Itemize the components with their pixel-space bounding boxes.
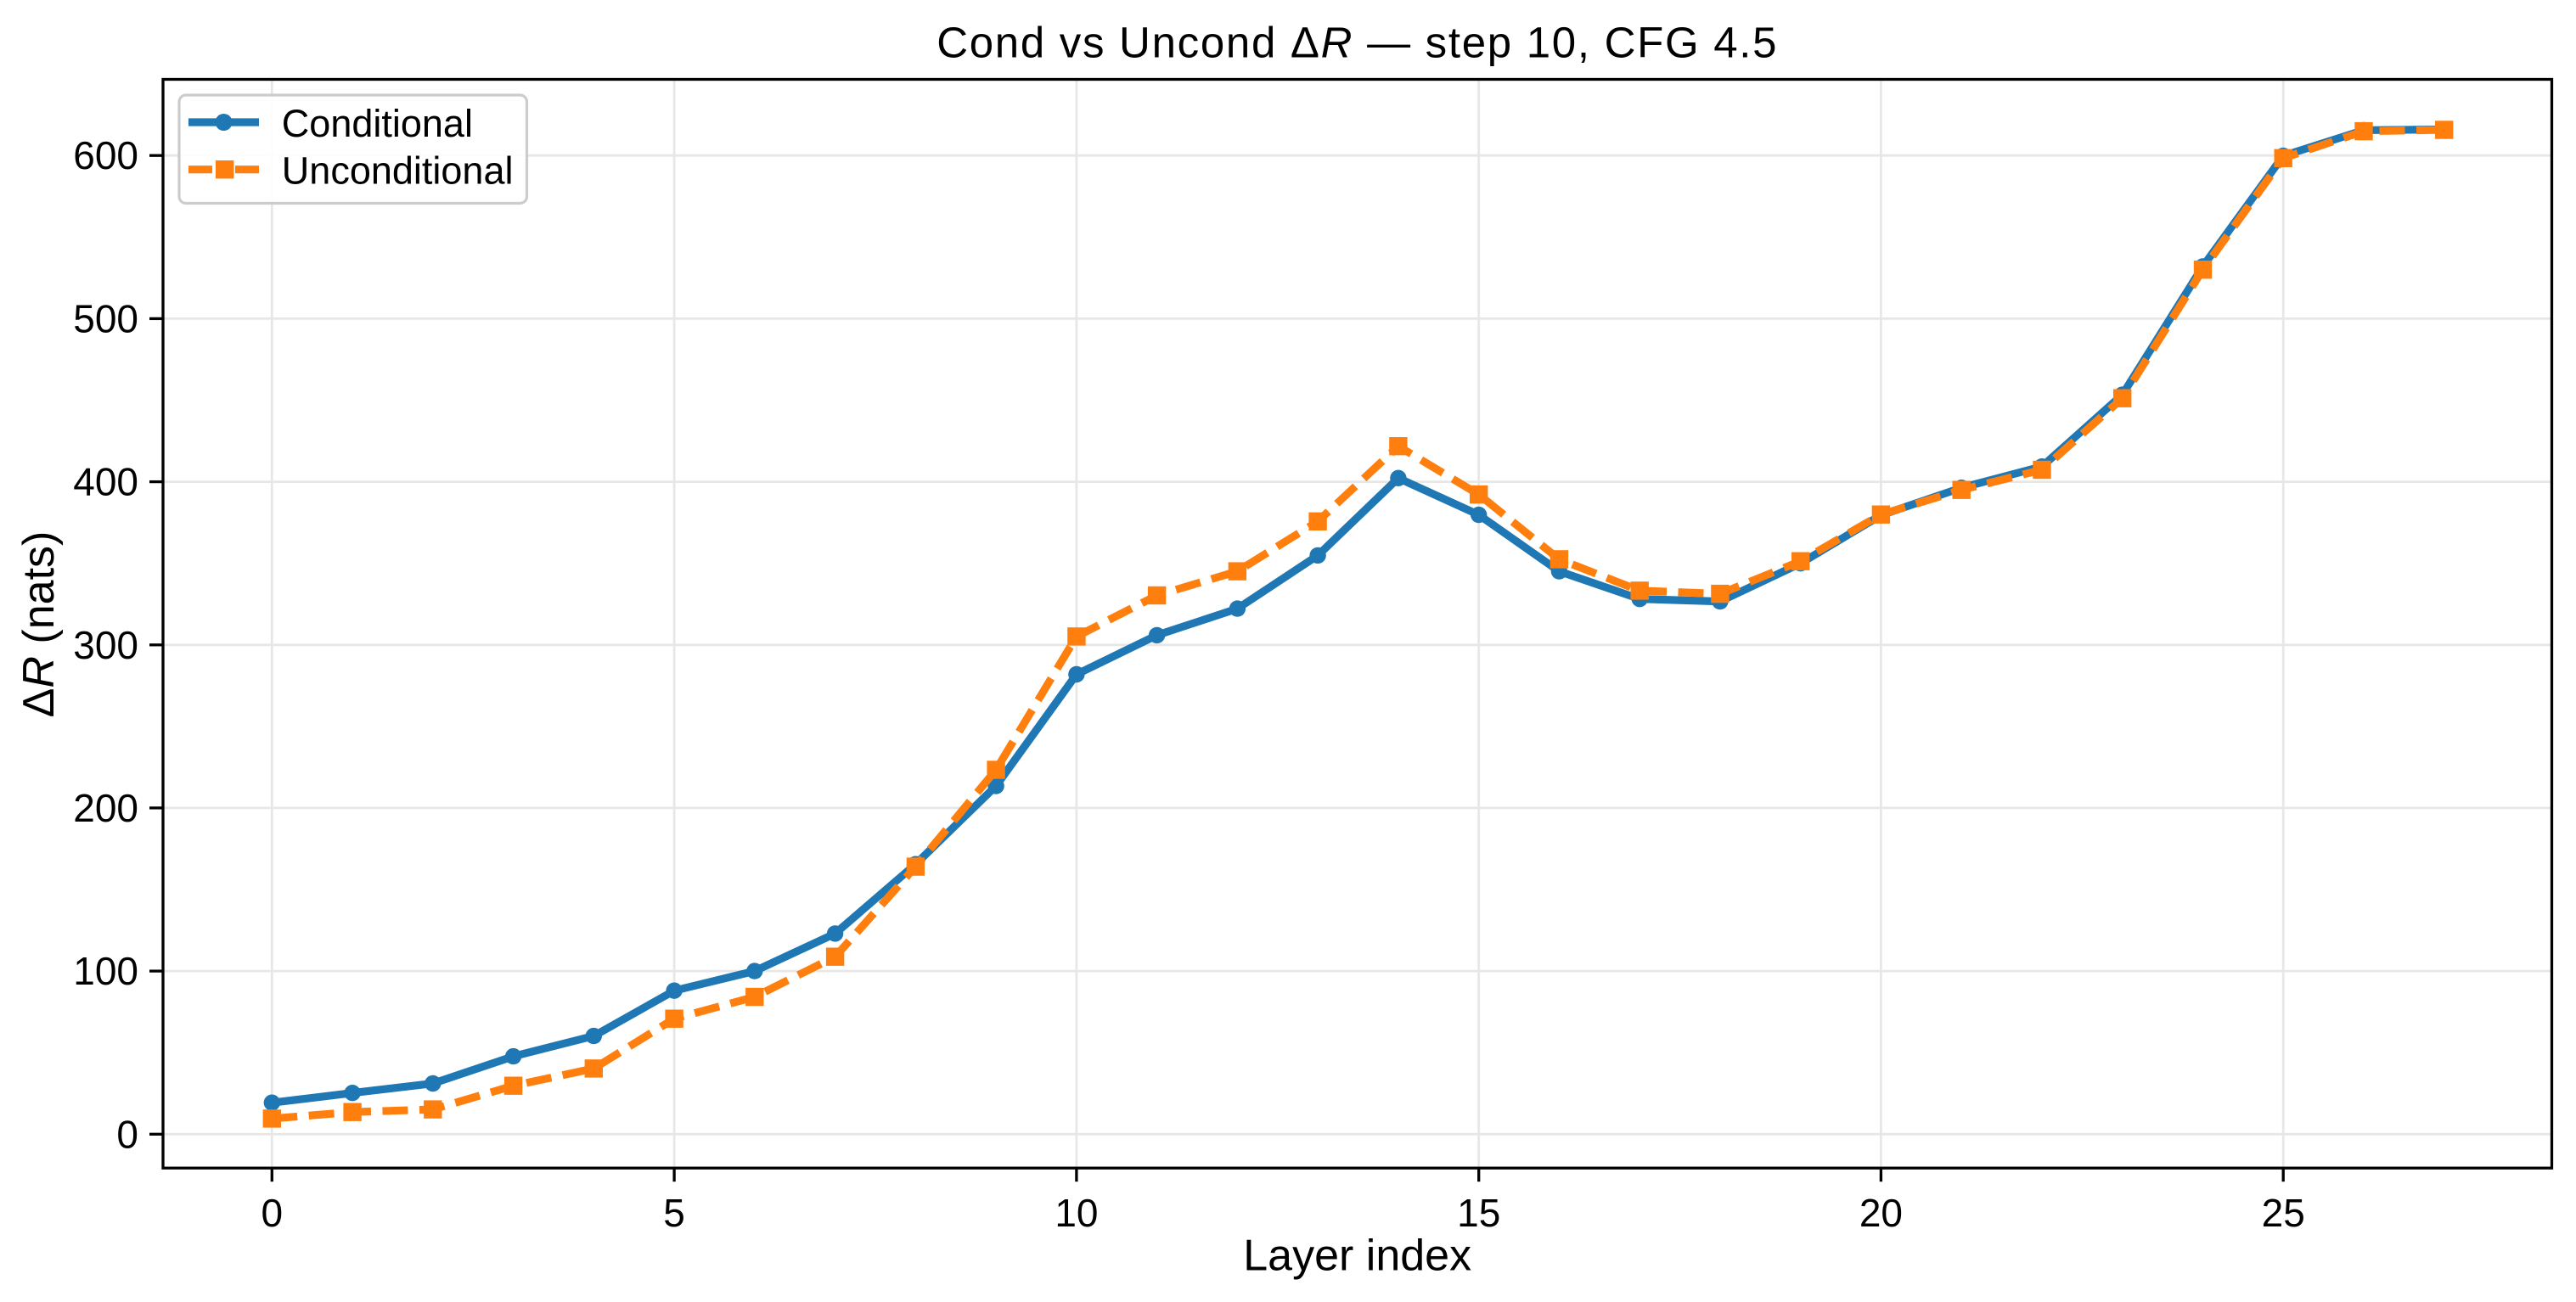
svg-text:Conditional: Conditional [282, 102, 473, 145]
svg-text:25: 25 [2262, 1191, 2305, 1235]
svg-text:Cond vs Uncond ΔR — step 10, C: Cond vs Uncond ΔR — step 10, CFG 4.5 [936, 19, 1778, 67]
svg-text:Layer index: Layer index [1243, 1232, 1471, 1281]
svg-text:200: 200 [73, 786, 138, 830]
svg-text:5: 5 [663, 1191, 685, 1235]
svg-text:10: 10 [1055, 1191, 1098, 1235]
svg-text:20: 20 [1859, 1191, 1903, 1235]
svg-text:400: 400 [73, 460, 138, 504]
svg-text:Unconditional: Unconditional [282, 149, 514, 192]
svg-text:0: 0 [116, 1112, 138, 1156]
svg-text:ΔR (nats): ΔR (nats) [14, 531, 64, 718]
svg-text:15: 15 [1457, 1191, 1500, 1235]
svg-text:600: 600 [73, 133, 138, 177]
svg-text:100: 100 [73, 949, 138, 993]
svg-text:0: 0 [262, 1191, 284, 1235]
svg-text:300: 300 [73, 623, 138, 667]
svg-text:500: 500 [73, 296, 138, 340]
